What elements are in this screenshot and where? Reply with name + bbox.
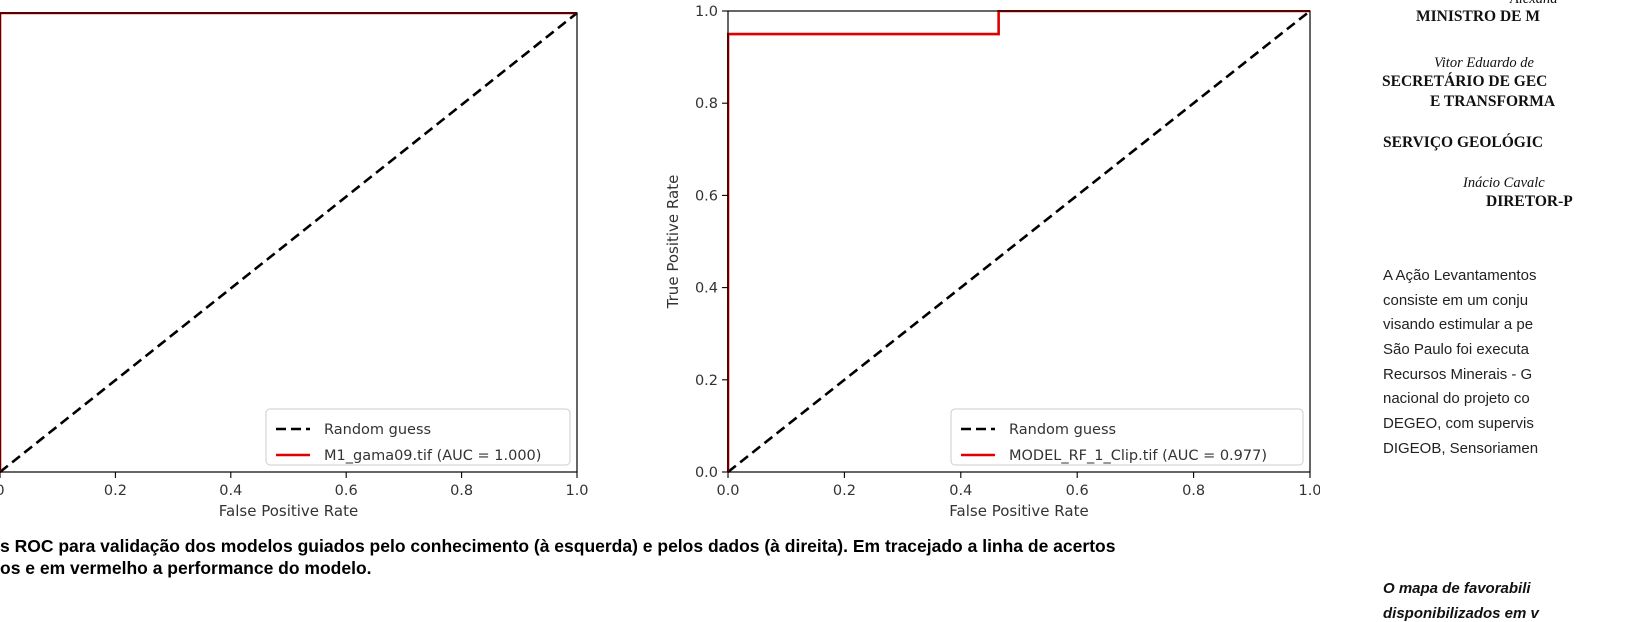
- paragraph-line: consiste em um conju: [1383, 291, 1529, 309]
- paragraph-line: A Ação Levantamentos: [1383, 267, 1537, 284]
- y-tick-label: 1.0: [695, 4, 718, 20]
- caption-line-1: s ROC para validação dos modelos guiados…: [0, 536, 1116, 556]
- figure-caption: s ROC para validação dos modelos guiados…: [0, 535, 1330, 579]
- x-tick-label: 0.0: [716, 483, 739, 499]
- x-tick-label: 0.2: [104, 483, 127, 499]
- chart-legend: Random guess M1_gama09.tif (AUC = 1.000): [265, 408, 571, 466]
- credit-name-secretary: Vitor Eduardo de: [1434, 55, 1534, 71]
- credit-organization: SERVIÇO GEOLÓGIC: [1383, 134, 1544, 151]
- credit-role-secretary-2: E TRANSFORMA: [1430, 93, 1556, 110]
- x-axis-label: False Positive Rate: [949, 502, 1088, 520]
- roc-chart-data: 0.0 0.2 0.4 0.6 0.8 1.0 0.0 0.2 0.4 0.6 0.8 1.0 Fals…: [664, 4, 1320, 520]
- legend-box: [265, 408, 571, 466]
- paragraph-line: DIGEOB, Sensoriamen: [1383, 439, 1539, 457]
- random-guess-line: [727, 10, 1311, 473]
- legend-entry: MODEL_RF_1_Clip.tif (AUC = 0.977): [1009, 448, 1267, 464]
- y-tick-label: 0.8: [695, 96, 718, 112]
- legend-entry: Random guess: [1009, 422, 1116, 438]
- legend-entry: Random guess: [324, 422, 431, 438]
- credit-role-minister: MINISTRO DE M: [1416, 8, 1541, 25]
- y-tick-label: 0.4: [695, 281, 718, 297]
- paragraph-line: visando estimular a pe: [1383, 316, 1534, 334]
- legend-entry: M1_gama09.tif (AUC = 1.000): [324, 448, 541, 464]
- caption-line-2: os e em vermelho a performance do modelo…: [0, 558, 372, 578]
- y-tick-label: 0.0: [695, 465, 718, 481]
- x-tick-label: 0.4: [949, 483, 972, 499]
- y-tick-label: 0.6: [695, 188, 718, 204]
- paragraph-line: DEGEO, com supervis: [1383, 415, 1534, 433]
- x-tick-label: 0.4: [219, 483, 242, 499]
- credit-name-minister: Alexand: [1510, 0, 1558, 8]
- x-tick-label: 0.8: [1182, 483, 1205, 499]
- intro-paragraph: A Ação Levantamentos consiste em um conj…: [1383, 264, 1635, 462]
- chart-legend: Random guess MODEL_RF_1_Clip.tif (AUC = 0…: [950, 408, 1304, 466]
- x-tick-label: 1.0: [1298, 483, 1320, 499]
- side-column: Alexand MINISTRO DE M Vitor Eduardo de S…: [1340, 0, 1635, 622]
- credit-role-secretary-1: SECRETÁRIO DE GEC: [1382, 73, 1548, 90]
- paragraph-line: nacional do projeto co: [1383, 390, 1530, 408]
- legend-box: [950, 408, 1304, 466]
- random-guess-line: [0, 12, 578, 473]
- credit-name-director: Inácio Cavalc: [1463, 175, 1545, 191]
- plot-frame: [727, 10, 1311, 473]
- x-tick-label: 0.2: [833, 483, 856, 499]
- x-tick-label: 0: [0, 483, 5, 499]
- favorability-note: O mapa de favorabili disponibilizados em…: [1383, 576, 1635, 622]
- note-line-1: O mapa de favorabili: [1383, 580, 1531, 597]
- paragraph-line: Recursos Minerais - G: [1383, 365, 1533, 383]
- roc-chart-knowledge: 0 0.2 0.4 0.6 0.8 1.0 False Positive Rate Rando…: [0, 12, 589, 520]
- x-tick-label: 0.6: [335, 483, 358, 499]
- plot-frame: [0, 12, 578, 473]
- credit-role-director: DIRETOR-P: [1486, 193, 1573, 210]
- paragraph-line: São Paulo foi executa: [1383, 341, 1529, 359]
- y-tick-label: 0.2: [695, 373, 718, 389]
- note-line-2: disponibilizados em v: [1383, 605, 1539, 622]
- x-tick-label: 0.6: [1066, 483, 1089, 499]
- y-axis-label: True Positive Rate: [664, 175, 682, 310]
- x-tick-label: 0.8: [450, 483, 473, 499]
- x-axis-label: False Positive Rate: [219, 502, 358, 520]
- x-tick-label: 1.0: [565, 483, 588, 499]
